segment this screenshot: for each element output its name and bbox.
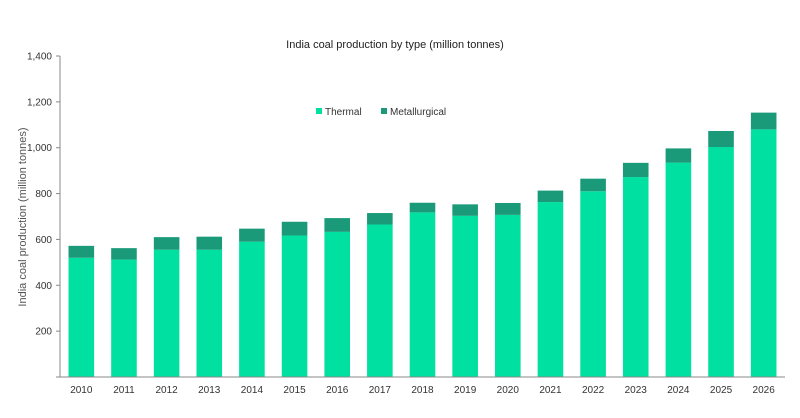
y-tick-label: 800 xyxy=(35,189,52,200)
bar-thermal-2010 xyxy=(68,257,95,377)
bar-metallurgical-2020 xyxy=(495,202,521,215)
x-tick-label: 2026 xyxy=(753,385,776,396)
bars xyxy=(68,112,777,377)
bar-thermal-2017 xyxy=(367,224,393,377)
y-tick-label: 1,000 xyxy=(27,143,52,154)
bar-metallurgical-2017 xyxy=(367,213,393,225)
legend: Thermal Metallurgical xyxy=(316,107,446,118)
bar-thermal-2015 xyxy=(281,235,308,377)
bar-thermal-2012 xyxy=(153,249,180,377)
bar-metallurgical-2010 xyxy=(68,245,95,258)
x-tick-label: 2020 xyxy=(497,385,520,396)
x-tick-label: 2013 xyxy=(198,385,221,396)
y-tick-label: 400 xyxy=(35,281,52,292)
legend-label-thermal: Thermal xyxy=(325,107,362,118)
x-tick-label: 2024 xyxy=(667,385,690,396)
x-tick-label: 2023 xyxy=(625,385,648,396)
bar-thermal-2020 xyxy=(495,214,521,377)
chart-title: India coal production by type (million t… xyxy=(286,39,504,51)
x-tick-label: 2025 xyxy=(710,385,733,396)
bar-thermal-2019 xyxy=(452,215,478,377)
bar-metallurgical-2022 xyxy=(580,178,606,192)
bar-thermal-2026 xyxy=(750,129,777,377)
legend-label-metallurgical: Metallurgical xyxy=(390,107,446,118)
bar-thermal-2021 xyxy=(537,202,564,377)
bar-metallurgical-2014 xyxy=(239,228,265,242)
x-tick-label: 2017 xyxy=(369,385,392,396)
x-tick-label: 2016 xyxy=(326,385,349,396)
y-axis-label: India coal production (million tonnes) xyxy=(17,127,29,306)
bar-metallurgical-2011 xyxy=(111,248,137,260)
x-tick-label: 2010 xyxy=(70,385,93,396)
x-tick-label: 2014 xyxy=(241,385,264,396)
bar-metallurgical-2023 xyxy=(622,162,649,178)
x-tick-label: 2018 xyxy=(411,385,434,396)
bar-thermal-2011 xyxy=(111,259,137,377)
bar-metallurgical-2012 xyxy=(153,237,180,250)
bar-metallurgical-2026 xyxy=(750,112,777,130)
y-tick-label: 1,400 xyxy=(27,52,52,63)
bar-metallurgical-2015 xyxy=(281,221,308,236)
bar-metallurgical-2021 xyxy=(537,190,564,203)
bar-metallurgical-2024 xyxy=(665,148,692,163)
x-tick-label: 2019 xyxy=(454,385,477,396)
y-tick-label: 1,200 xyxy=(27,97,52,108)
bar-thermal-2025 xyxy=(708,147,734,377)
y-axis: 200 400 600 800 1,000 1,200 1,400 xyxy=(27,52,61,378)
bar-thermal-2023 xyxy=(622,177,649,377)
bar-metallurgical-2025 xyxy=(708,130,734,148)
y-tick-label: 600 xyxy=(35,235,52,246)
bar-thermal-2024 xyxy=(665,162,692,377)
bar-thermal-2022 xyxy=(580,191,606,377)
legend-swatch-metallurgical xyxy=(381,108,387,114)
y-tick-label: 200 xyxy=(35,327,52,338)
bar-metallurgical-2019 xyxy=(452,204,478,216)
x-tick-label: 2011 xyxy=(113,385,135,396)
bar-metallurgical-2018 xyxy=(409,202,436,213)
bar-thermal-2018 xyxy=(409,212,436,377)
x-axis: 2010 2011 2012 2013 2014 2015 2016 2017 2018 2019… xyxy=(60,376,785,396)
bar-metallurgical-2013 xyxy=(196,236,223,250)
bar-metallurgical-2016 xyxy=(324,218,350,232)
bar-thermal-2013 xyxy=(196,249,223,377)
legend-swatch-thermal xyxy=(316,108,322,114)
x-tick-label: 2022 xyxy=(582,385,605,396)
x-tick-label: 2021 xyxy=(539,385,562,396)
bar-thermal-2016 xyxy=(324,231,350,377)
bar-thermal-2014 xyxy=(239,241,265,377)
x-tick-label: 2015 xyxy=(283,385,306,396)
x-tick-label: 2012 xyxy=(155,385,178,396)
